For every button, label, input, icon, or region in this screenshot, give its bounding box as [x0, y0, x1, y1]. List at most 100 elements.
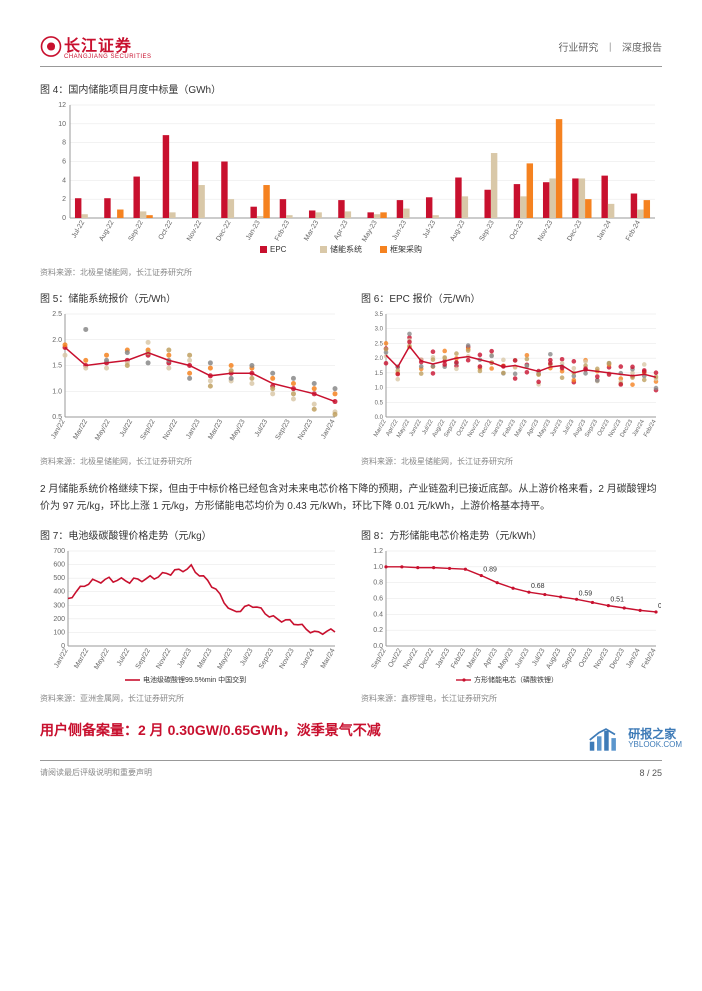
svg-text:1.0: 1.0 [52, 388, 62, 395]
svg-text:700: 700 [53, 548, 65, 555]
svg-text:Nov/22: Nov/22 [402, 647, 419, 670]
logo-en-text: CHANGJIANG SECURITIES [64, 54, 152, 60]
svg-text:6: 6 [62, 159, 66, 166]
svg-text:Nov-23: Nov-23 [537, 219, 554, 242]
svg-text:600: 600 [53, 562, 65, 569]
fig8-chart: 0.00.20.40.60.81.01.2Sep/22Oct/22Nov/22D… [361, 546, 661, 686]
svg-text:Dec-22: Dec-22 [215, 219, 232, 242]
svg-text:Jan/22: Jan/22 [53, 647, 70, 669]
svg-text:Dec/22: Dec/22 [418, 647, 435, 670]
svg-text:May/22: May/22 [93, 647, 111, 670]
svg-text:2: 2 [62, 196, 66, 203]
svg-text:Jan-24: Jan-24 [596, 219, 613, 241]
fig6-source: 资料来源：北极星储能网，长江证券研究所 [361, 456, 662, 467]
svg-text:1.5: 1.5 [375, 371, 384, 377]
svg-text:Feb-24: Feb-24 [625, 219, 642, 242]
svg-text:100: 100 [53, 629, 65, 636]
logo: ⦿ 长江证券 CHANGJIANG SECURITIES [40, 30, 152, 62]
svg-text:Jan/24: Jan/24 [300, 647, 317, 669]
svg-text:1.5: 1.5 [52, 363, 62, 370]
svg-text:1.0: 1.0 [373, 564, 383, 571]
svg-text:Feb-23: Feb-23 [274, 219, 291, 242]
fig5-chart: 0.51.01.52.02.5Jan/22Mar/22May/22Jul/22S… [40, 309, 340, 449]
svg-text:0.43: 0.43 [658, 603, 661, 610]
svg-text:Sep/23: Sep/23 [561, 647, 578, 670]
svg-text:2.0: 2.0 [52, 337, 62, 344]
svg-text:Oct/22: Oct/22 [387, 647, 403, 668]
svg-text:Nov-22: Nov-22 [186, 219, 203, 242]
svg-text:0.4: 0.4 [373, 611, 383, 618]
fig8-title: 图 8：方形储能电芯价格走势（元/kWh） [361, 527, 662, 542]
fig6-chart: 0.00.51.01.52.02.53.03.5Mar/22Apr/22May/… [361, 309, 661, 449]
svg-text:Sep/23: Sep/23 [275, 418, 292, 441]
fig6-title: 图 6：EPC 报价（元/Wh） [361, 290, 662, 305]
header-right-b: 深度报告 [622, 43, 662, 54]
svg-text:2.0: 2.0 [375, 356, 384, 362]
svg-text:电池级碳酸锂99.5%min 中国交到: 电池级碳酸锂99.5%min 中国交到 [143, 675, 246, 684]
svg-text:Sep/22: Sep/22 [135, 647, 152, 670]
page-header: ⦿ 长江证券 CHANGJIANG SECURITIES 行业研究 丨 深度报告 [40, 30, 662, 67]
svg-text:Jul/23: Jul/23 [254, 418, 269, 438]
svg-text:方形储能电芯（磷酸铁锂）: 方形储能电芯（磷酸铁锂） [474, 675, 558, 684]
watermark-icon [588, 725, 624, 753]
logo-icon: ⦿ [40, 30, 62, 62]
svg-text:Feb/23: Feb/23 [450, 647, 467, 669]
svg-text:Jan/23: Jan/23 [176, 647, 193, 669]
svg-text:Mar/23: Mar/23 [207, 418, 224, 440]
svg-text:Mar/24: Mar/24 [320, 647, 337, 669]
svg-text:Apr/23: Apr/23 [483, 647, 499, 668]
svg-text:Jan/24: Jan/24 [625, 647, 642, 669]
svg-text:Oct-23: Oct-23 [509, 219, 526, 241]
svg-text:Oct/23: Oct/23 [578, 647, 594, 668]
logo-cn-text: 长江证券 [64, 38, 132, 55]
svg-text:Jun-23: Jun-23 [391, 219, 408, 241]
svg-text:0.68: 0.68 [531, 583, 545, 590]
svg-text:500: 500 [53, 575, 65, 582]
svg-text:储能系统: 储能系统 [330, 244, 362, 254]
body-paragraph: 2 月储能系统价格继续下探，但由于中标价格已经包含对未来电芯价格下降的预期，产业… [40, 481, 662, 515]
svg-text:Dec-23: Dec-23 [566, 219, 583, 242]
watermark-cn: 研报之家 [628, 728, 682, 740]
svg-text:Sep/23: Sep/23 [258, 647, 275, 670]
svg-text:2.5: 2.5 [52, 311, 62, 318]
watermark-en: YBLOOK.COM [628, 740, 682, 750]
svg-text:Nov/23: Nov/23 [297, 418, 314, 441]
svg-text:框架采购: 框架采购 [390, 244, 422, 254]
svg-text:Mar-23: Mar-23 [303, 219, 320, 242]
header-right-a: 行业研究 [558, 43, 598, 54]
svg-text:Jun/23: Jun/23 [550, 418, 565, 437]
svg-text:Nov/23: Nov/23 [278, 647, 295, 670]
fig7-title: 图 7：电池级碳酸锂价格走势（元/kg） [40, 527, 341, 542]
svg-text:Nov/22: Nov/22 [162, 418, 179, 441]
watermark: 研报之家 YBLOOK.COM [588, 725, 682, 753]
svg-text:Jul/23: Jul/23 [239, 647, 254, 667]
header-category: 行业研究 丨 深度报告 [558, 39, 662, 54]
svg-text:Sep-22: Sep-22 [128, 219, 145, 242]
svg-text:Jun/23: Jun/23 [514, 647, 531, 669]
svg-text:Sep/22: Sep/22 [371, 647, 388, 670]
fig7-chart: 0100200300400500600700Jan/22Mar/22May/22… [40, 546, 340, 686]
svg-text:Sep/22: Sep/22 [140, 418, 157, 441]
svg-text:0.8: 0.8 [373, 580, 383, 587]
svg-text:Nov/22: Nov/22 [155, 647, 172, 670]
svg-text:12: 12 [58, 102, 66, 109]
fig4-chart: 024681012Jul-22Aug-22Sep-22Oct-22Nov-22D… [40, 100, 660, 260]
svg-text:10: 10 [58, 121, 66, 128]
svg-text:Feb/24: Feb/24 [643, 418, 658, 438]
svg-text:May/23: May/23 [229, 418, 247, 441]
svg-text:Jan/23: Jan/23 [435, 647, 452, 669]
fig5-title: 图 5：储能系统报价（元/Wh） [40, 290, 341, 305]
svg-text:Apr-23: Apr-23 [333, 219, 350, 241]
svg-text:May/23: May/23 [216, 647, 234, 670]
page-number: 8 / 25 [639, 768, 662, 778]
svg-text:Jan/24: Jan/24 [320, 418, 337, 440]
svg-text:Nov/23: Nov/23 [593, 647, 610, 670]
svg-text:Mar/23: Mar/23 [466, 647, 483, 669]
svg-text:300: 300 [53, 602, 65, 609]
svg-text:0.89: 0.89 [483, 567, 497, 574]
svg-text:Jan-23: Jan-23 [245, 219, 262, 241]
svg-text:Aug-23: Aug-23 [449, 219, 466, 242]
fig4-title: 图 4：国内储能项目月度中标量（GWh） [40, 81, 662, 96]
svg-text:Aug/23: Aug/23 [545, 647, 562, 670]
svg-text:1.0: 1.0 [375, 386, 384, 392]
